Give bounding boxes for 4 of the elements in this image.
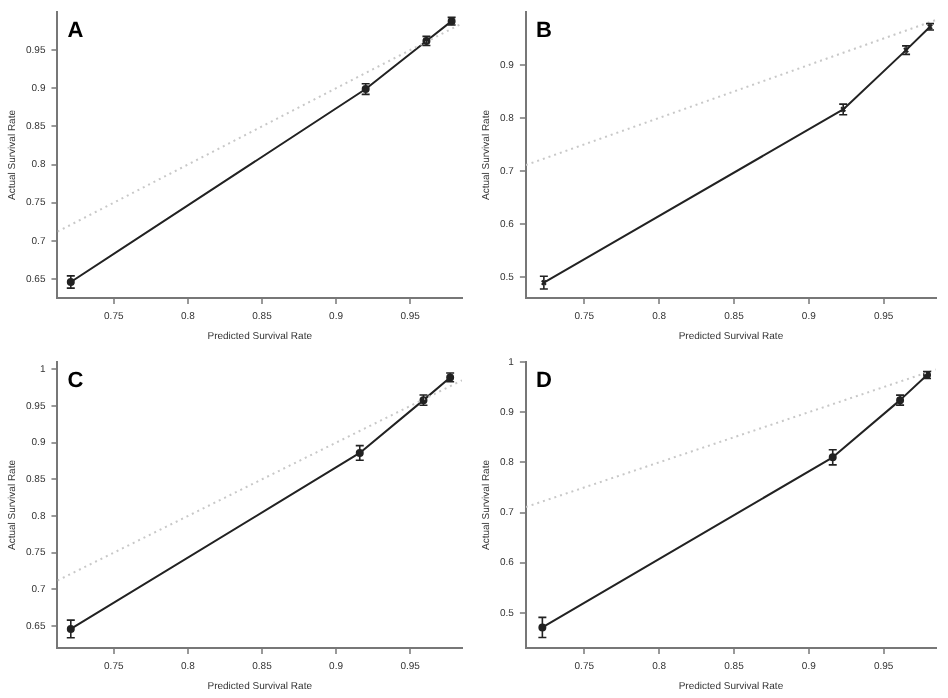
chart-title: C [67, 369, 84, 394]
chart-title: B [535, 19, 552, 44]
chart-title: D [535, 369, 552, 394]
chart-title: A [67, 19, 84, 44]
